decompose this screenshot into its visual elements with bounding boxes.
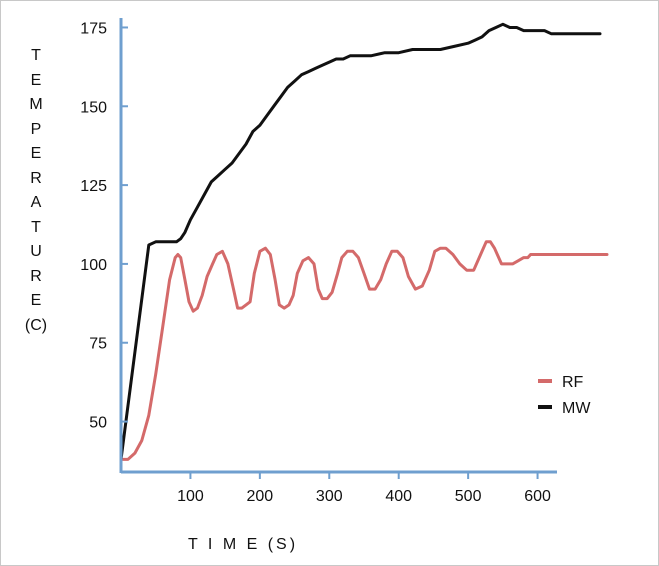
x-tick-label: 600 (524, 488, 551, 505)
y-tick-label: 75 (89, 336, 107, 353)
series-line-rf (119, 240, 609, 461)
series-line-mw (119, 22, 602, 461)
x-tick-label: 200 (247, 488, 274, 505)
x-tick-label: 400 (385, 488, 412, 505)
legend: RF MW (538, 374, 591, 417)
legend-label-rf: RF (562, 374, 584, 391)
x-tick-label: 300 (316, 488, 343, 505)
series-layer (119, 22, 609, 461)
y-tick-label: 100 (80, 257, 107, 274)
x-tick-label: 500 (455, 488, 482, 505)
x-axis-label: T I M E (S) (188, 536, 299, 553)
y-tick-label: 125 (80, 178, 107, 195)
y-tick-label: 150 (80, 99, 107, 116)
y-axis-label: T E M P E R A T U R E (C) (24, 47, 48, 334)
axes-layer (119, 18, 557, 474)
x-tick-label: 100 (177, 488, 204, 505)
legend-label-mw: MW (562, 400, 591, 417)
y-tick-label: 175 (80, 20, 107, 37)
y-tick-label: 50 (89, 415, 107, 432)
ticks-layer: 50 75 100 125 150 175 100 200 300 400 500 600 (80, 20, 551, 505)
